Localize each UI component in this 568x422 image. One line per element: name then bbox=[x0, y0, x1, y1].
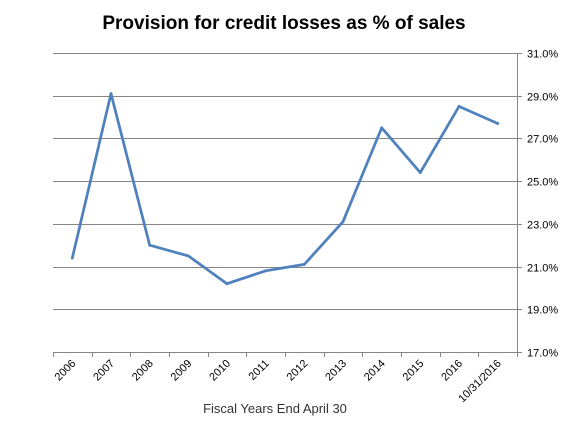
y-tick-label: 25.0% bbox=[527, 177, 558, 189]
y-tick-label: 31.0% bbox=[527, 49, 558, 61]
y-tick-label: 29.0% bbox=[527, 92, 558, 104]
series-layer bbox=[70, 92, 500, 286]
data-point bbox=[225, 282, 229, 286]
x-tick-label: 2016 bbox=[439, 358, 465, 384]
x-axis-label: Fiscal Years End April 30 bbox=[203, 401, 347, 416]
y-tick-label: 19.0% bbox=[527, 305, 558, 317]
axes bbox=[53, 53, 522, 357]
x-tick-label: 2009 bbox=[169, 358, 195, 384]
y-tick-labels: 17.0% 19.0% 21.0% 23.0% 25.0% 27.0% 29.0% 31.0% bbox=[527, 49, 558, 360]
x-tick-label: 2007 bbox=[91, 358, 117, 384]
data-point bbox=[341, 220, 345, 224]
data-point bbox=[418, 171, 422, 175]
chart-title: Provision for credit losses as % of sale… bbox=[102, 13, 465, 34]
data-point bbox=[302, 263, 306, 266]
data-point bbox=[457, 105, 461, 108]
y-tick-label: 27.0% bbox=[527, 134, 558, 146]
data-point bbox=[109, 92, 113, 95]
x-tick-label: 2006 bbox=[53, 358, 79, 384]
series-line bbox=[70, 92, 500, 286]
y-tick-label: 17.0% bbox=[527, 348, 558, 360]
data-point bbox=[264, 269, 268, 273]
data-point bbox=[496, 122, 500, 125]
y-tick-label: 23.0% bbox=[527, 220, 558, 232]
y-tick-label: 21.0% bbox=[527, 263, 558, 275]
data-point bbox=[148, 243, 152, 247]
x-tick-label: 2015 bbox=[401, 358, 427, 384]
x-tick-label: 2008 bbox=[130, 358, 156, 384]
x-tick-label: 2011 bbox=[247, 358, 272, 383]
data-point bbox=[380, 126, 384, 130]
x-tick-label: 2014 bbox=[362, 358, 388, 384]
x-tick-label: 2010 bbox=[207, 358, 233, 384]
data-point bbox=[186, 254, 190, 258]
x-tick-label: 2013 bbox=[323, 358, 349, 384]
x-tick-labels: 2006 2007 2008 2009 2010 2011 2012 2013 2014 2015… bbox=[53, 358, 504, 405]
data-point bbox=[70, 256, 74, 260]
gridlines bbox=[53, 53, 517, 353]
x-tick-label: 2012 bbox=[285, 358, 311, 384]
